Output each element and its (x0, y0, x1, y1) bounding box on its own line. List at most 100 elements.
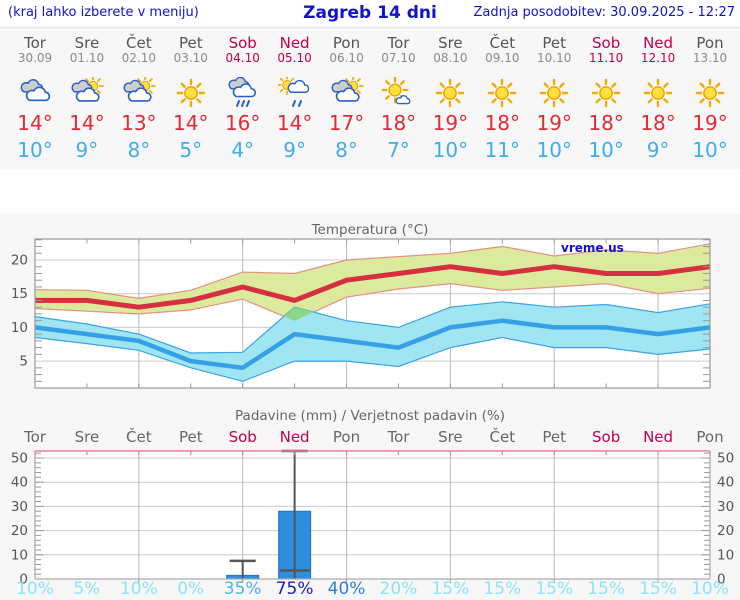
day-date: 04.10 (225, 51, 260, 65)
precip-probability-label: 10% (16, 579, 54, 599)
precip-day-label: Pet (178, 428, 203, 446)
mostly-sunny-icon (381, 77, 415, 109)
low-temp: 10° (692, 138, 728, 162)
precipitation-chart: 0 0 10 10 20 20 30 30 40 40 50 50 (11, 449, 734, 588)
low-temp: 8° (335, 138, 358, 162)
sunny-icon (641, 77, 675, 109)
day-name: Čet (489, 34, 516, 52)
precip-probability-label: 75% (275, 579, 314, 599)
forecast-day-column: Ned 12.10 18° 9° (632, 28, 684, 163)
vreme-us-link[interactable]: vreme.us (561, 241, 624, 255)
day-date: 05.10 (277, 51, 312, 65)
precip-day-label: Pon (696, 428, 724, 446)
svg-text:20: 20 (11, 253, 28, 269)
high-temp: 16° (224, 111, 261, 135)
high-temp: 18° (484, 111, 521, 135)
precip-probability-label: 40% (327, 579, 366, 599)
precip-day-label: Sre (74, 428, 100, 446)
svg-text:20: 20 (11, 523, 28, 539)
low-temp: 7° (387, 138, 410, 162)
low-temp: 10° (588, 138, 624, 162)
partly-cloudy-icon (330, 77, 364, 109)
precip-day-label: Pet (542, 428, 567, 446)
day-date: 01.10 (69, 51, 105, 65)
svg-text:0: 0 (717, 572, 726, 588)
svg-text:40: 40 (11, 475, 28, 491)
low-temp: 10° (536, 138, 572, 162)
precip-probability-label: 15% (535, 579, 574, 599)
precip-probability-label: 15% (431, 579, 470, 599)
svg-text:50: 50 (11, 451, 28, 467)
day-name: Tor (387, 34, 410, 52)
precip-probability-label: 35% (223, 579, 262, 599)
low-temp: 9° (75, 138, 99, 162)
temperature-chart: 5 10 15 20 (11, 238, 711, 389)
high-temp: 14° (173, 111, 209, 135)
precip-day-label: Sre (438, 428, 463, 446)
rain-icon (226, 77, 260, 109)
low-temp: 9° (283, 138, 306, 162)
high-temp: 18° (640, 111, 676, 135)
precip-day-label: Tor (24, 428, 46, 446)
day-name: Sre (438, 34, 463, 52)
low-temp: 4° (231, 138, 255, 162)
sunny-icon (485, 77, 519, 109)
forecast-day-column: Ned 05.10 14° 9° (269, 28, 321, 163)
high-temp: 14° (69, 111, 105, 135)
forecast-day-column: Čet 09.10 18° 11° (476, 28, 528, 163)
precip-probability-label: 15% (483, 579, 522, 599)
day-date: 06.10 (329, 51, 364, 65)
day-name: Čet (126, 34, 152, 52)
day-name: Sob (592, 34, 621, 52)
low-temp: 10° (17, 138, 53, 162)
day-name: Tor (24, 34, 46, 52)
day-name: Pon (696, 34, 724, 52)
forecast-day-column: Pet 10.10 19° 10° (528, 28, 580, 163)
precip-day-label: Sob (592, 428, 621, 446)
sun-shower-icon (278, 77, 312, 109)
precip-day-label: Čet (489, 428, 516, 446)
forecast-day-column: Tor 07.10 18° 7° (372, 28, 424, 163)
precip-probability-label: 15% (639, 579, 677, 599)
page-header: (kraj lahko izberete v meniju) Zagreb 14… (0, 0, 740, 27)
precipitation-chart-title: Padavine (mm) / Verjetnost padavin (%) (235, 408, 505, 424)
day-date: 02.10 (121, 51, 157, 65)
low-temp: 5° (179, 138, 203, 162)
high-temp: 19° (692, 111, 728, 135)
high-temp: 19° (432, 111, 469, 135)
day-date: 10.10 (537, 51, 572, 65)
precip-day-label: Čet (126, 428, 152, 446)
high-temp: 17° (328, 111, 365, 135)
sunny-icon (589, 77, 623, 109)
page-title: Zagreb 14 dni (303, 3, 437, 23)
svg-text:5: 5 (19, 354, 28, 370)
precip-probability-label: 15% (587, 579, 626, 599)
day-date: 12.10 (640, 51, 676, 65)
precip-probability-label: 10% (119, 579, 158, 599)
day-date: 09.10 (485, 51, 520, 65)
forecast-day-column: Sre 08.10 19° 10° (424, 28, 476, 163)
precip-probability-label: 10% (691, 579, 729, 599)
sunny-icon (433, 77, 467, 109)
day-name: Pon (332, 34, 361, 52)
day-name: Pet (542, 34, 567, 52)
svg-text:50: 50 (717, 451, 734, 467)
day-name: Pet (178, 34, 203, 52)
menu-hint-text: (kraj lahko izberete v meniju) (8, 5, 199, 20)
forecast-day-column: Sob 11.10 18° 10° (580, 28, 632, 163)
svg-text:40: 40 (717, 475, 734, 491)
precip-probability-row: 10% 5% 10% 0% 35% 75% 40% 20% 15% 15% 15% 15% 15% 10% (0, 579, 740, 599)
precip-day-label: Tor (387, 428, 410, 446)
high-temp: 13° (121, 111, 157, 135)
svg-text:30: 30 (11, 499, 28, 515)
forecast-day-column: Pon 13.10 19° 10° (684, 28, 736, 163)
day-date: 07.10 (381, 51, 416, 65)
day-name: Ned (643, 34, 674, 52)
day-date: 11.10 (588, 51, 624, 65)
charts-panel: Temperatura (°C) 5 10 15 20 vreme.us Padavi… (0, 213, 740, 600)
precip-day-label: Sob (228, 428, 257, 446)
forecast-day-column: Tor 30.09 14° 10° (9, 28, 61, 163)
day-date: 03.10 (173, 51, 208, 65)
sunny-icon (693, 77, 727, 109)
